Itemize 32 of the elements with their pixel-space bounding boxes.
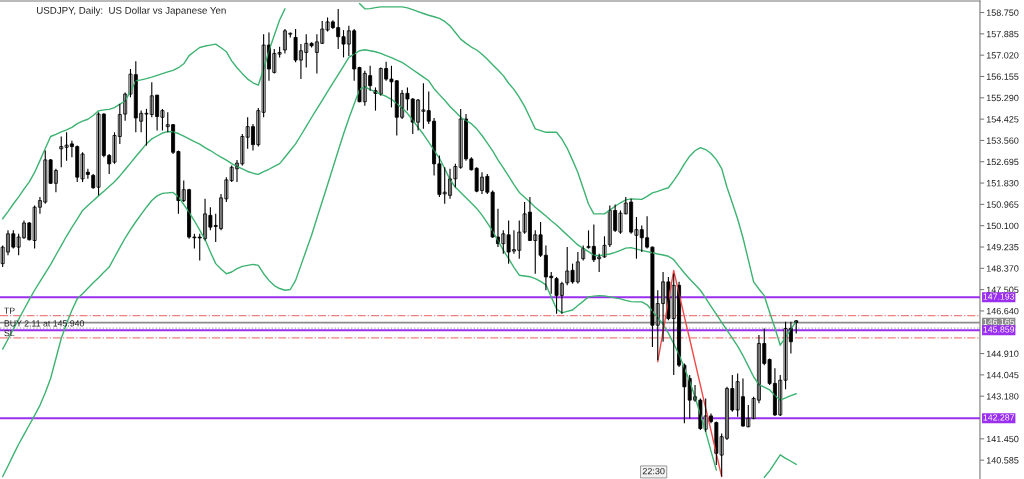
y-tick-label: 143.180 (986, 393, 1019, 400)
line-series (358, 2, 797, 346)
line-series (1, 86, 718, 478)
y-tick-label: 153.560 (986, 137, 1019, 144)
line-series (763, 454, 797, 478)
y-tick-label: 151.830 (986, 180, 1019, 187)
y-tick-label: 140.585 (986, 457, 1019, 464)
y-tick-label: 154.425 (986, 116, 1019, 123)
y-tick-label: 156.155 (986, 73, 1019, 80)
annotation: 22:30 (642, 467, 665, 475)
y-tick-label: 147.505 (986, 286, 1019, 293)
y-tick-label: 144.910 (986, 350, 1019, 357)
y-tick-label: 150.100 (986, 222, 1019, 230)
text: USDJPY, Daily: US Dollar vs Japanese Yen (37, 6, 226, 16)
ref-line-label: 145.859 (983, 326, 1015, 333)
y-tick-label: 148.370 (986, 265, 1019, 272)
y-tick-label: 157.885 (986, 30, 1019, 38)
y-tick-label: 157.020 (986, 52, 1019, 59)
y-tick-label: 155.290 (986, 94, 1019, 102)
y-tick-label: 144.045 (986, 371, 1019, 379)
y-tick-label: 141.450 (986, 435, 1019, 443)
ref-line-label: 147.193 (983, 293, 1015, 300)
ref-line-label: TP (4, 307, 15, 314)
ref-line-label: 146.165 (983, 318, 1015, 325)
y-tick-label: 149.235 (986, 243, 1019, 251)
line-series (1, 49, 797, 401)
y-tick-label: 158.750 (986, 9, 1019, 16)
ref-line-label: 142.287 (983, 414, 1015, 421)
y-tick-label: 152.695 (986, 158, 1019, 166)
y-tick-label: 146.640 (986, 307, 1019, 315)
line-series (1, 8, 286, 220)
y-tick-label: 150.965 (986, 201, 1019, 208)
